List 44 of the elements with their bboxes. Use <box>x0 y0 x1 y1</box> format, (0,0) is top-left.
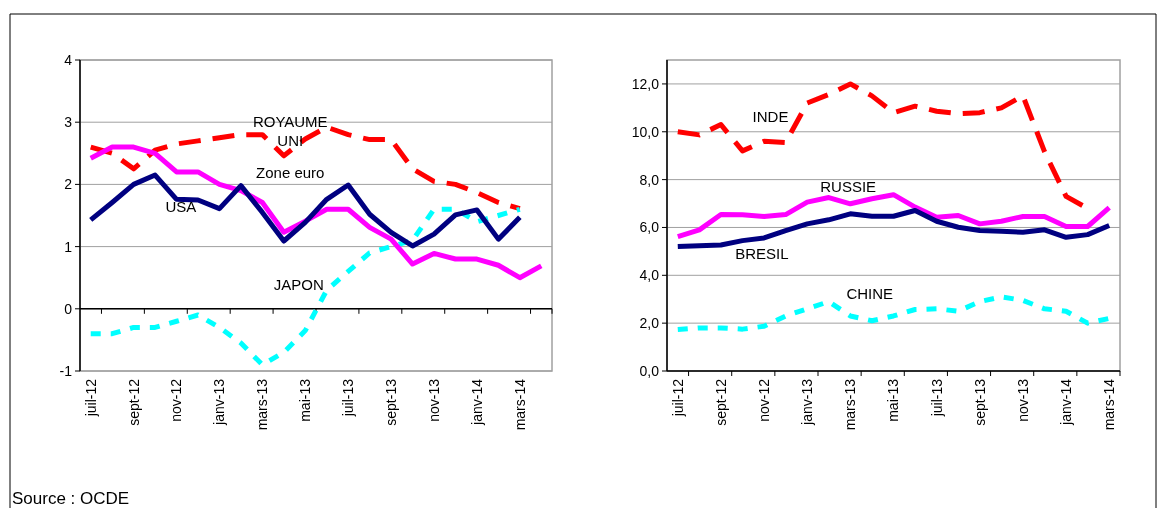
x-tick-label: juil-12 <box>82 378 99 418</box>
x-tick-label: janv-14 <box>468 378 485 426</box>
y-tick-label: 8,0 <box>639 171 660 188</box>
x-tick-label: mars-13 <box>842 378 859 431</box>
series-label: USA <box>165 198 197 216</box>
x-tick-label: juil-12 <box>669 378 686 418</box>
series-label: ROYAUME UNI <box>252 112 328 150</box>
x-tick-label: sept-13 <box>971 378 988 426</box>
y-tick-label: -1 <box>59 362 73 379</box>
y-tick-label: 10,0 <box>631 123 660 140</box>
series-label: INDE <box>752 108 789 126</box>
x-tick-label: janv-14 <box>1057 378 1074 426</box>
x-tick-label: mai-13 <box>885 378 902 422</box>
y-tick-label: 0 <box>64 300 73 317</box>
source-note: Source : OCDE <box>12 489 130 508</box>
y-tick-label: 12,0 <box>631 75 660 92</box>
x-tick-label: mars-13 <box>254 378 271 431</box>
x-tick-label: nov-12 <box>755 378 772 422</box>
series-label: Zone euro <box>256 164 325 182</box>
y-tick-label: 4 <box>64 51 73 68</box>
x-tick-label: nov-13 <box>1014 378 1031 422</box>
y-tick-label: 1 <box>64 238 73 255</box>
y-tick-label: 6,0 <box>639 219 660 236</box>
x-tick-label: nov-13 <box>425 378 442 422</box>
x-tick-label: sept-12 <box>125 378 142 426</box>
x-tick-label: janv-13 <box>799 378 816 426</box>
x-tick-label: nov-12 <box>168 378 185 422</box>
series-label: RUSSIE <box>820 177 877 195</box>
y-tick-label: 2,0 <box>639 315 660 332</box>
x-tick-label: mars-14 <box>511 378 528 431</box>
x-tick-label: juil-13 <box>928 378 945 418</box>
y-tick-label: 3 <box>64 114 73 131</box>
x-tick-label: sept-13 <box>382 378 399 426</box>
y-tick-label: 0,0 <box>639 362 660 379</box>
y-tick-label: 2 <box>64 176 73 193</box>
series-label: JAPON <box>273 276 324 294</box>
series-label: BRESIL <box>735 244 789 262</box>
x-tick-label: mai-13 <box>297 378 314 422</box>
x-tick-label: sept-12 <box>712 378 729 426</box>
x-tick-label: mars-14 <box>1101 378 1118 431</box>
x-tick-label: janv-13 <box>211 378 228 426</box>
y-tick-label: 4,0 <box>639 267 660 284</box>
series-label: CHINE <box>846 285 894 303</box>
x-tick-label: juil-13 <box>340 378 357 418</box>
